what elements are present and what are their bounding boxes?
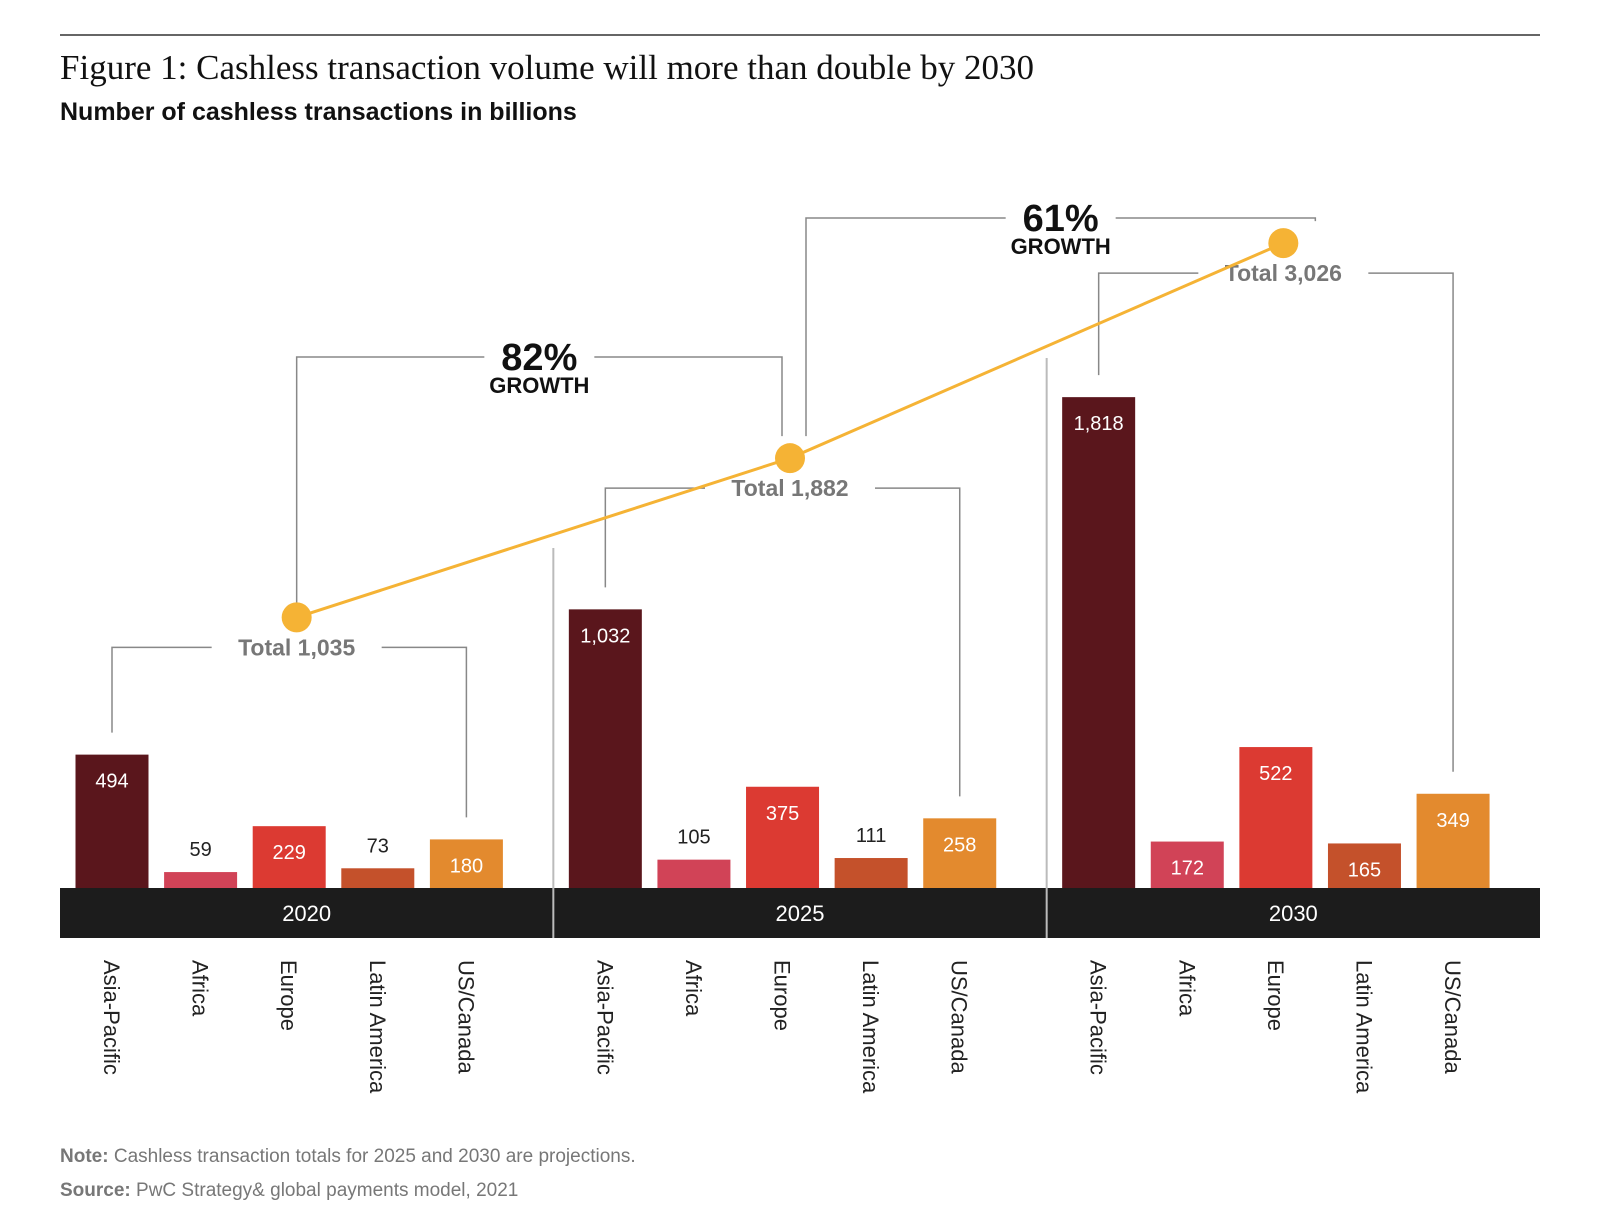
value-label: 522 [1259, 763, 1292, 785]
bar [834, 858, 908, 888]
category-label: Africa [1174, 960, 1199, 1017]
note: Note: Cashless transaction totals for 20… [60, 1146, 636, 1167]
bar [1150, 841, 1224, 888]
total-bracket [1097, 272, 1454, 772]
bar [75, 754, 149, 888]
category-label: Europe [770, 960, 795, 1031]
value-label: 73 [367, 835, 389, 857]
bar [1239, 747, 1313, 888]
chart-title: Figure 1: Cashless transaction volume wi… [60, 48, 1034, 87]
bar [568, 609, 642, 888]
total-label: Total 1,882 [731, 475, 848, 501]
source-text: PwC Strategy& global payments model, 202… [136, 1180, 518, 1201]
total-line [296, 241, 1284, 619]
growth-caption: GROWTH [489, 373, 589, 398]
value-label: 375 [766, 803, 799, 825]
value-label: 258 [943, 834, 976, 856]
value-label: 165 [1348, 859, 1381, 881]
category-label: Europe [276, 960, 301, 1031]
bar [746, 786, 820, 888]
value-label: 229 [273, 842, 306, 864]
growth-value: 82% [501, 337, 577, 379]
value-label: 105 [677, 827, 710, 849]
growth-value: 61% [1023, 198, 1099, 240]
bar [429, 839, 503, 888]
total-bracket [111, 646, 468, 818]
total-point [775, 443, 805, 474]
value-label: 494 [95, 771, 128, 793]
category-label: Asia-Pacific [592, 960, 617, 1075]
value-label: 59 [189, 839, 211, 861]
bar [1062, 397, 1136, 888]
category-label: US/Canada [947, 960, 972, 1075]
note-text: Cashless transaction totals for 2025 and… [114, 1146, 636, 1167]
bar [1416, 793, 1490, 888]
bar [164, 872, 238, 888]
category-label: US/Canada [1440, 960, 1465, 1075]
growth-bracket [295, 356, 783, 604]
source-label: Source: [60, 1180, 131, 1201]
bar [923, 818, 997, 888]
total-bracket [604, 487, 961, 797]
category-label: Latin America [365, 960, 390, 1094]
category-label: Latin America [1351, 960, 1376, 1094]
growth-caption: GROWTH [1011, 234, 1111, 259]
bar [252, 826, 326, 888]
bar [341, 868, 415, 888]
group-label: 2030 [1269, 901, 1318, 926]
note-label: Note: [60, 1146, 109, 1167]
value-label: 111 [856, 825, 886, 847]
value-label: 172 [1171, 858, 1204, 880]
total-label: Total 3,026 [1225, 260, 1342, 286]
category-label: Africa [681, 960, 706, 1017]
category-label: Latin America [858, 960, 883, 1094]
bar [1327, 843, 1401, 888]
value-label: 349 [1436, 810, 1469, 832]
growth-bracket [805, 217, 1317, 437]
category-label: Asia-Pacific [1086, 960, 1111, 1075]
category-label: Africa [188, 960, 213, 1017]
value-label: 1,032 [580, 625, 630, 647]
total-label: Total 1,035 [238, 634, 355, 660]
source: Source: PwC Strategy& global payments mo… [60, 1180, 518, 1201]
value-label: 1,818 [1074, 413, 1124, 435]
category-label: Asia-Pacific [99, 960, 124, 1075]
category-label: Europe [1263, 960, 1288, 1031]
group-band [60, 888, 1540, 938]
group-label: 2025 [776, 901, 825, 926]
category-label: US/Canada [453, 960, 478, 1075]
total-point [1268, 228, 1299, 259]
bar [657, 859, 731, 888]
chart-subtitle: Number of cashless transactions in billi… [60, 98, 577, 126]
value-label: 180 [450, 855, 483, 877]
group-label: 2020 [282, 901, 331, 926]
total-point [281, 602, 312, 633]
